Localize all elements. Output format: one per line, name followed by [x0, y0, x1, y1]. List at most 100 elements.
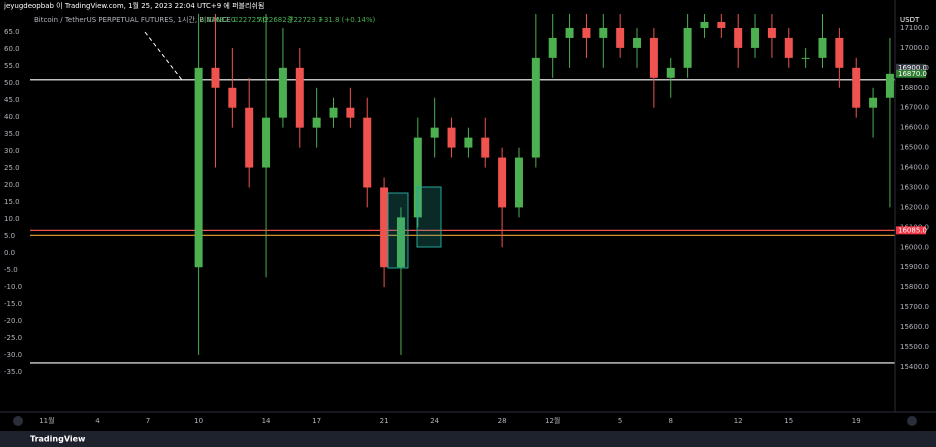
y2-tick-label: 35.0 [4, 130, 20, 138]
symbol: Bitcoin / TetherUS PERPETUAL FUTURES, 1시… [34, 15, 231, 24]
candle-body [346, 107, 355, 118]
y2-tick-label: 0.0 [4, 249, 15, 257]
x-tick-label: 11월 [39, 416, 54, 425]
candle-body [548, 37, 557, 58]
y2-tick-label: 30.0 [4, 147, 20, 155]
y-tick-label: 15400.0 [900, 363, 929, 371]
y-tick-label: 15500.0 [900, 343, 929, 351]
y-tick-label: 16400.0 [900, 164, 929, 172]
candle-body [767, 27, 776, 38]
price-badge-label: 16870.0 [898, 70, 927, 78]
candle-body [447, 127, 456, 148]
candle-body [734, 27, 743, 48]
candle-body [582, 27, 591, 38]
y2-tick-label: 5.0 [4, 232, 15, 240]
y2-tick-label: 55.0 [4, 62, 20, 70]
candle-body [599, 27, 608, 38]
y2-tick-label: -35.0 [4, 368, 22, 376]
y2-tick-label: 40.0 [4, 113, 20, 121]
y-tick-label: 16200.0 [900, 203, 929, 211]
y-tick-label: 16800.0 [900, 84, 929, 92]
y2-tick-label: -10.0 [4, 283, 22, 291]
y-tick-label: 16000.0 [900, 243, 929, 251]
candle-body [228, 87, 237, 108]
ohlc-low: 저22682.7 [258, 15, 293, 24]
y-tick-label: 16600.0 [900, 124, 929, 132]
candle-body [363, 117, 372, 188]
candle-body [666, 67, 675, 78]
ohlc-close: 종22723.7 [287, 16, 322, 24]
price-badge [896, 69, 926, 78]
y-tick-label: 16500.0 [900, 144, 929, 152]
y-tick-label: 15700.0 [900, 303, 929, 311]
y2-tick-label: 65.0 [4, 28, 20, 36]
y-tick-label: 15600.0 [900, 323, 929, 331]
candle-body [852, 67, 861, 108]
candle-body [885, 73, 894, 98]
ohlc-open: 시22692.0 [200, 16, 235, 24]
y2-tick-label: 60.0 [4, 45, 20, 53]
y2-tick-label: -5.0 [4, 266, 18, 274]
x-tick-label: 14 [262, 417, 271, 425]
candle-body [683, 27, 692, 68]
x-tick-label: 12월 [545, 416, 560, 425]
x-tick-label: 28 [498, 417, 507, 425]
candle-body [784, 37, 793, 58]
price-badge-label: 16900.0 [898, 64, 927, 72]
plot: 15400.0 15500.0 15600.0 15700.0 15800.0 15900… [4, 14, 929, 425]
y-tick-label: 15800.0 [900, 283, 929, 291]
price-badge [896, 63, 926, 72]
ohlc-high: 고22725.0 [232, 16, 267, 24]
candle-body [413, 137, 422, 218]
y-tick-label: 17000.0 [900, 44, 929, 52]
candle-body [194, 67, 203, 268]
candle-body [262, 117, 271, 168]
publish-note: jeyugdeopbab 이 TradingView.com, 1월 25, 2… [3, 1, 264, 10]
x-tick-label: 24 [430, 417, 439, 425]
y2-tick-label: -15.0 [4, 300, 22, 308]
currency: USDT [900, 16, 920, 24]
candle-body [869, 97, 878, 108]
candle-body [531, 57, 540, 158]
y2-tick-label: 20.0 [4, 181, 20, 189]
y-tick-label: 16700.0 [900, 104, 929, 112]
x-tick-label: 8 [669, 417, 673, 425]
candle-body [312, 117, 321, 128]
candle-body [818, 37, 827, 58]
candle-body [801, 57, 810, 59]
candle-body [211, 67, 220, 88]
candle-body [380, 187, 389, 268]
x-tick-label: 19 [852, 417, 861, 425]
x-tick-label: 10 [194, 417, 203, 425]
candle-body [514, 157, 523, 208]
zoom-button[interactable] [13, 416, 23, 426]
auto-scale-button[interactable] [907, 416, 917, 426]
brand: TradingView [30, 435, 86, 444]
y-tick-label: 15900.0 [900, 263, 929, 271]
y-tick-label: 16300.0 [900, 183, 929, 191]
ohlc-change: +31.8 (+0.14%) [318, 16, 376, 24]
candle-body [700, 21, 709, 28]
candle-body [278, 67, 287, 118]
price-badge [896, 226, 926, 235]
candle-body [464, 137, 473, 148]
y2-tick-label: 15.0 [4, 198, 20, 206]
y2-tick-label: 45.0 [4, 96, 20, 104]
candle-body [751, 27, 760, 48]
x-tick-label: 12 [734, 417, 743, 425]
y2-tick-label: -30.0 [4, 351, 22, 359]
candle-body [633, 37, 642, 48]
y2-tick-label: -20.0 [4, 317, 22, 325]
y2-tick-label: -25.0 [4, 334, 22, 342]
y2-tick-label: 10.0 [4, 215, 20, 223]
candle-body [565, 27, 574, 38]
candle-body [616, 27, 625, 48]
x-tick-label: 4 [95, 417, 100, 425]
candle-body [396, 217, 405, 268]
price-badge-label: 16085.0 [898, 226, 927, 234]
y-tick-label: 17100.0 [900, 24, 929, 32]
x-tick-label: 5 [618, 417, 622, 425]
